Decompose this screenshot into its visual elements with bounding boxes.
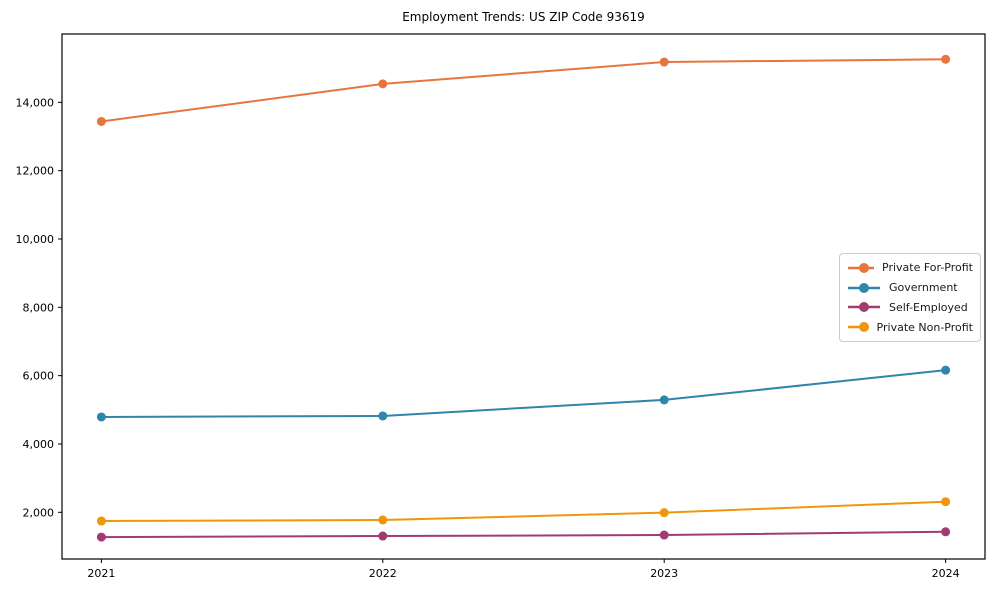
data-point-marker [659, 508, 669, 518]
series-line [100, 530, 947, 539]
data-point-marker [941, 54, 951, 64]
data-point-marker [659, 57, 669, 67]
series-line [100, 500, 947, 523]
chart-title: Employment Trends: US ZIP Code 93619 [402, 10, 645, 24]
legend-item: Government [847, 281, 973, 294]
legend-item: Self-Employed [847, 301, 973, 314]
legend-swatch-icon [848, 282, 880, 293]
y-tick-label: 10,000 [16, 233, 55, 246]
legend: Private For-Profit Government Self-Employe… [839, 253, 981, 342]
data-point-marker [378, 531, 388, 541]
data-point-marker [96, 532, 106, 542]
data-point-marker [378, 515, 388, 525]
legend-item-label: Self-Employed [889, 300, 968, 314]
series-line [100, 58, 947, 123]
data-point-marker [941, 527, 951, 537]
legend-item: Private For-Profit [847, 261, 973, 274]
x-tick-label: 2023 [650, 567, 678, 580]
data-point-marker [659, 395, 669, 405]
y-tick-label: 14,000 [16, 96, 55, 109]
legend-swatch-icon [848, 322, 869, 333]
legend-swatch-icon [848, 302, 880, 313]
data-point-marker [659, 530, 669, 540]
data-point-marker [378, 411, 388, 421]
data-point-marker [96, 516, 106, 526]
x-tick-label: 2022 [369, 567, 397, 580]
data-point-marker [941, 497, 951, 507]
y-tick-label: 12,000 [16, 165, 55, 178]
legend-item-label: Private For-Profit [882, 261, 973, 275]
series-line [100, 369, 947, 418]
x-tick-label: 2024 [932, 567, 960, 580]
data-point-marker [378, 79, 388, 89]
legend-item-label: Government [889, 281, 958, 295]
data-point-marker [96, 116, 106, 126]
legend-item: Private Non-Profit [847, 321, 973, 334]
legend-swatch-icon [848, 262, 874, 273]
legend-item-label: Private Non-Profit [876, 320, 973, 334]
data-point-marker [941, 365, 951, 375]
axes-frame [61, 33, 986, 560]
y-tick-label: 2,000 [23, 506, 55, 519]
y-tick-label: 4,000 [23, 438, 55, 451]
y-tick-label: 6,000 [23, 370, 55, 383]
y-tick-label: 8,000 [23, 301, 55, 314]
x-tick-label: 2021 [87, 567, 115, 580]
data-point-marker [96, 412, 106, 422]
